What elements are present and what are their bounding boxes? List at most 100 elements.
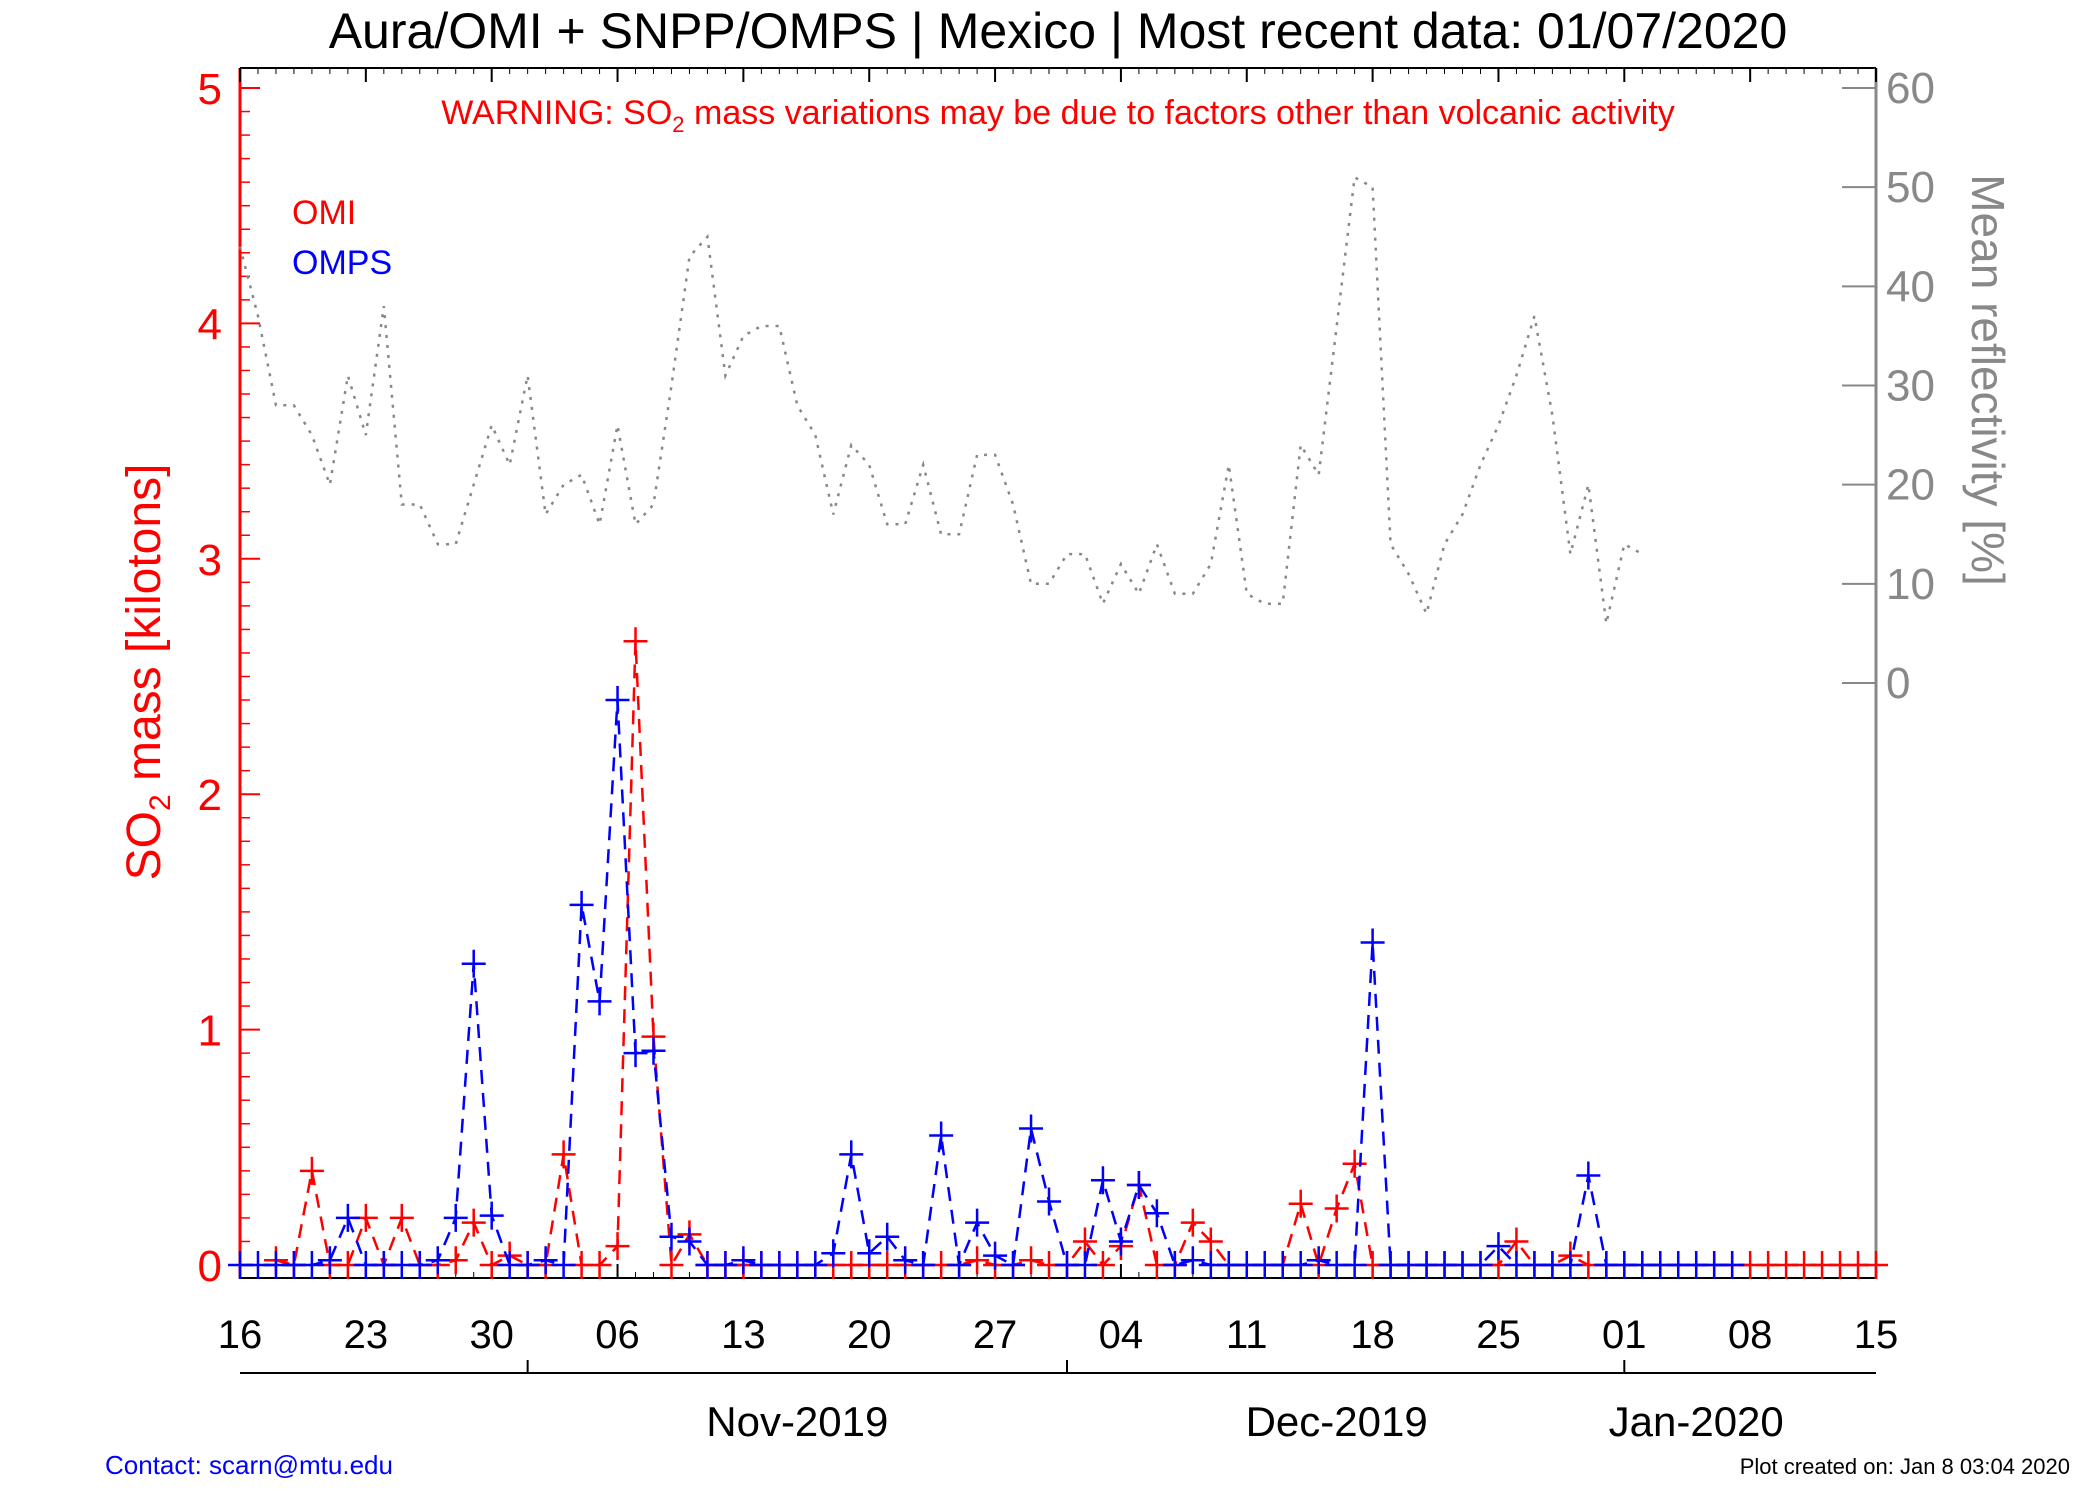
omps-point (1576, 1161, 1601, 1190)
omps-point (911, 1251, 936, 1279)
omps-point (1108, 1227, 1133, 1256)
omi-point (1504, 1227, 1529, 1256)
omps-point (713, 1251, 738, 1279)
omps-point (983, 1241, 1008, 1270)
x-tick-label: 20 (847, 1313, 892, 1357)
x-tick-label: 08 (1728, 1313, 1773, 1357)
omps-point (893, 1246, 918, 1275)
omps-line (240, 699, 1733, 1270)
omi-point (1019, 1246, 1044, 1275)
omps-point (443, 1203, 468, 1232)
y-right-tick-label: 50 (1886, 163, 1935, 212)
y-left-tick-label: 4 (198, 300, 222, 349)
omps-point (605, 686, 630, 715)
omi-point (1864, 1251, 1888, 1279)
x-tick-label: 27 (973, 1313, 1018, 1357)
y-right-tick-label: 60 (1886, 64, 1935, 113)
y-right-tick-label: 30 (1886, 362, 1935, 411)
y-axis-right-label: Mean reflectivity [%] (1962, 174, 2014, 586)
omps-point (1306, 1246, 1331, 1275)
y-axis-left-label-pre: SO (118, 811, 171, 880)
omps-point (479, 1201, 504, 1230)
omps-point (1001, 1251, 1026, 1279)
omps-point (1072, 1251, 1097, 1279)
x-tick-label: 04 (1099, 1313, 1144, 1357)
omi-point (1198, 1227, 1223, 1256)
omps-point (551, 1251, 576, 1279)
omps-point (1486, 1232, 1511, 1261)
omps-point (317, 1246, 342, 1275)
omi-point (623, 627, 648, 656)
omi-point (659, 1251, 684, 1279)
x-tick-label: 11 (1226, 1313, 1268, 1357)
legend-omps: OMPS (292, 244, 392, 282)
chart-title: Aura/OMI + SNPP/OMPS | Mexico | Most rec… (329, 3, 1788, 59)
omps-point (839, 1140, 864, 1169)
omi-line (275, 641, 1876, 1270)
omps-point (1720, 1251, 1745, 1279)
omi-point (1288, 1189, 1313, 1218)
x-tick-label: 01 (1602, 1313, 1647, 1357)
y-axis-left-label-post: mass [kilotons] (118, 464, 171, 795)
omps-point (425, 1246, 450, 1275)
omps-point (1342, 1251, 1367, 1279)
omps-point (569, 890, 594, 919)
x-tick-label: 16 (218, 1313, 263, 1357)
omps-point (857, 1239, 882, 1268)
omps-point (821, 1239, 846, 1268)
y-axis-left-label: SO2 mass [kilotons] (118, 464, 177, 881)
x-tick-label: 15 (1854, 1313, 1899, 1357)
y-right-tick-label: 10 (1886, 560, 1935, 609)
y-right-tick-label: 20 (1886, 461, 1935, 510)
omps-point (677, 1227, 702, 1256)
x-tick-label: 06 (595, 1313, 640, 1357)
omps-point (515, 1251, 540, 1279)
omps-point (587, 987, 612, 1016)
omps-point (1037, 1187, 1062, 1216)
omps-point (299, 1251, 324, 1279)
warning-text: WARNING: SO2 mass variations may be due … (441, 94, 1675, 137)
omps-point (1360, 928, 1385, 957)
omps-point (965, 1208, 990, 1237)
omps-point (623, 1039, 648, 1068)
warning-text-sub: 2 (672, 112, 684, 137)
x-tick-label: 13 (721, 1313, 766, 1357)
month-label: Dec-2019 (1246, 1398, 1428, 1445)
omi-point (1324, 1194, 1349, 1223)
warning-text-rest: mass variations may be due to factors ot… (685, 94, 1675, 132)
legend-omi: OMI (292, 194, 356, 232)
omps-point (641, 1036, 666, 1065)
omps-point (1468, 1251, 1493, 1279)
x-tick-label: 30 (469, 1313, 514, 1357)
omps-point (947, 1251, 972, 1279)
omps-point (1126, 1170, 1151, 1199)
omi-point (1342, 1149, 1367, 1178)
omi-point (965, 1246, 990, 1275)
omps-point (335, 1203, 360, 1232)
y-left-tick-label: 2 (198, 771, 222, 820)
y-right-tick-label: 40 (1886, 262, 1935, 311)
omps-point (1558, 1251, 1583, 1279)
omi-point (1180, 1208, 1205, 1237)
x-tick-label: 18 (1350, 1313, 1395, 1357)
y-left-tick-label: 5 (198, 65, 222, 114)
omps-point (731, 1246, 756, 1275)
contact-text: Contact: scarn@mtu.edu (105, 1450, 393, 1480)
reflectivity-line (238, 175, 1643, 624)
month-label: Jan-2020 (1609, 1398, 1784, 1445)
omi-point (605, 1232, 630, 1261)
y-right-tick-label: 0 (1886, 659, 1910, 708)
omps-point (875, 1222, 900, 1251)
month-label: Nov-2019 (706, 1398, 888, 1445)
warning-text-pre: WARNING: SO (441, 94, 672, 132)
omps-point (803, 1251, 828, 1279)
omi-point (551, 1140, 576, 1169)
x-tick-label: 25 (1476, 1313, 1521, 1357)
omps-point (1180, 1246, 1205, 1275)
omps-point (1288, 1251, 1313, 1279)
y-left-tick-label: 3 (198, 536, 222, 585)
y-left-tick-label: 1 (198, 1007, 222, 1056)
omi-point (587, 1251, 612, 1279)
